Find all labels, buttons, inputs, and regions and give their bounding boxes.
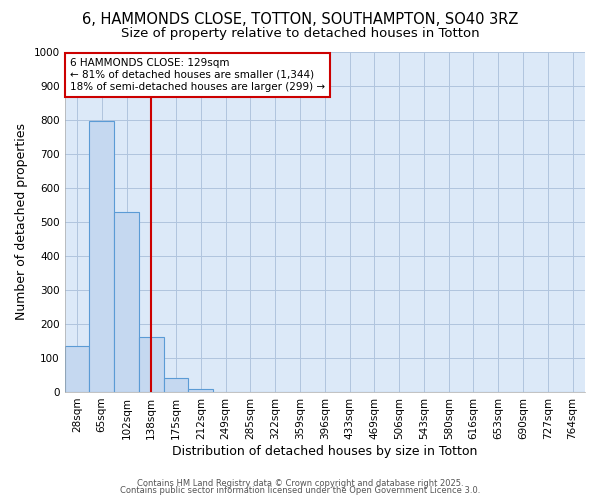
Bar xyxy=(89,122,114,392)
Bar xyxy=(65,346,89,392)
Text: 6 HAMMONDS CLOSE: 129sqm
← 81% of detached houses are smaller (1,344)
18% of sem: 6 HAMMONDS CLOSE: 129sqm ← 81% of detach… xyxy=(70,58,325,92)
Text: 6, HAMMONDS CLOSE, TOTTON, SOUTHAMPTON, SO40 3RZ: 6, HAMMONDS CLOSE, TOTTON, SOUTHAMPTON, … xyxy=(82,12,518,28)
Text: Contains public sector information licensed under the Open Government Licence 3.: Contains public sector information licen… xyxy=(120,486,480,495)
X-axis label: Distribution of detached houses by size in Totton: Distribution of detached houses by size … xyxy=(172,444,478,458)
Bar xyxy=(164,378,188,392)
Y-axis label: Number of detached properties: Number of detached properties xyxy=(15,123,28,320)
Bar xyxy=(188,388,213,392)
Bar xyxy=(139,338,164,392)
Text: Contains HM Land Registry data © Crown copyright and database right 2025.: Contains HM Land Registry data © Crown c… xyxy=(137,478,463,488)
Bar xyxy=(114,212,139,392)
Text: Size of property relative to detached houses in Totton: Size of property relative to detached ho… xyxy=(121,28,479,40)
